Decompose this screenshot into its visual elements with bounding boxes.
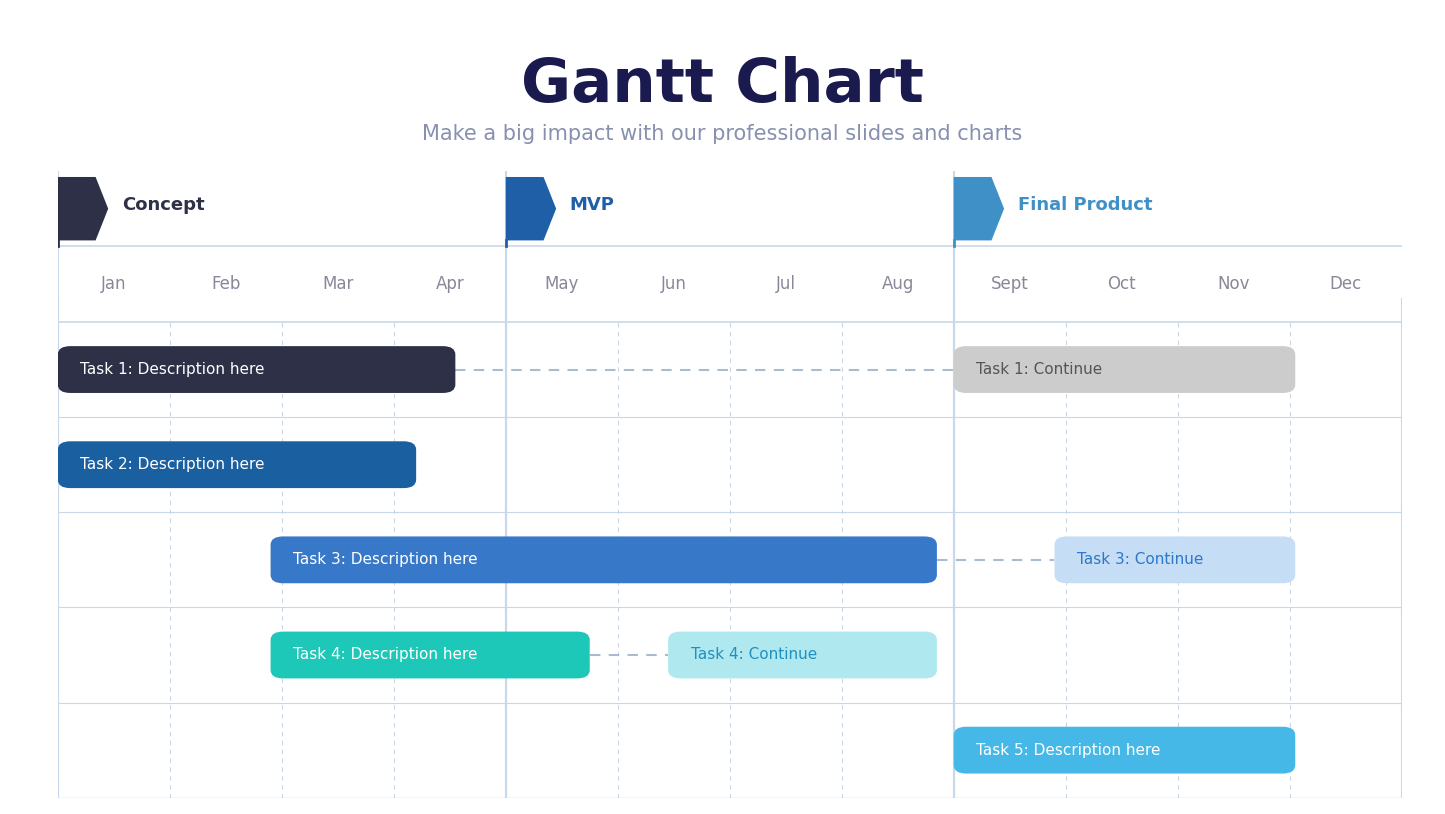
FancyBboxPatch shape: [954, 727, 1295, 773]
Polygon shape: [506, 177, 556, 240]
Text: Task 4: Description here: Task 4: Description here: [293, 647, 477, 663]
FancyBboxPatch shape: [954, 346, 1295, 393]
FancyBboxPatch shape: [270, 632, 590, 678]
FancyBboxPatch shape: [58, 346, 455, 393]
FancyBboxPatch shape: [1055, 536, 1295, 584]
Text: Jun: Jun: [660, 275, 686, 293]
Text: Feb: Feb: [211, 275, 240, 293]
Text: Task 2: Description here: Task 2: Description here: [81, 457, 264, 472]
FancyBboxPatch shape: [58, 441, 416, 488]
Text: Task 5: Description here: Task 5: Description here: [977, 742, 1160, 758]
Text: Task 1: Continue: Task 1: Continue: [977, 362, 1103, 377]
Text: Gantt Chart: Gantt Chart: [522, 56, 923, 115]
Text: Final Product: Final Product: [1017, 196, 1152, 214]
Text: Task 1: Description here: Task 1: Description here: [81, 362, 264, 377]
FancyBboxPatch shape: [668, 632, 936, 678]
Text: Concept: Concept: [121, 196, 204, 214]
Text: Sept: Sept: [991, 275, 1029, 293]
Text: Make a big impact with our professional slides and charts: Make a big impact with our professional …: [422, 125, 1023, 144]
Text: Jan: Jan: [101, 275, 127, 293]
FancyBboxPatch shape: [270, 536, 936, 584]
Text: Apr: Apr: [435, 275, 464, 293]
Polygon shape: [58, 177, 108, 240]
Text: Dec: Dec: [1329, 275, 1361, 293]
Text: Task 4: Continue: Task 4: Continue: [691, 647, 816, 663]
Text: Task 3: Description here: Task 3: Description here: [293, 553, 478, 567]
Text: Mar: Mar: [322, 275, 354, 293]
Text: MVP: MVP: [569, 196, 614, 214]
Text: Aug: Aug: [881, 275, 913, 293]
Text: May: May: [545, 275, 579, 293]
Text: Jul: Jul: [776, 275, 796, 293]
Text: Nov: Nov: [1218, 275, 1250, 293]
Text: Oct: Oct: [1107, 275, 1136, 293]
Polygon shape: [954, 177, 1004, 240]
Text: Task 3: Continue: Task 3: Continue: [1077, 553, 1204, 567]
